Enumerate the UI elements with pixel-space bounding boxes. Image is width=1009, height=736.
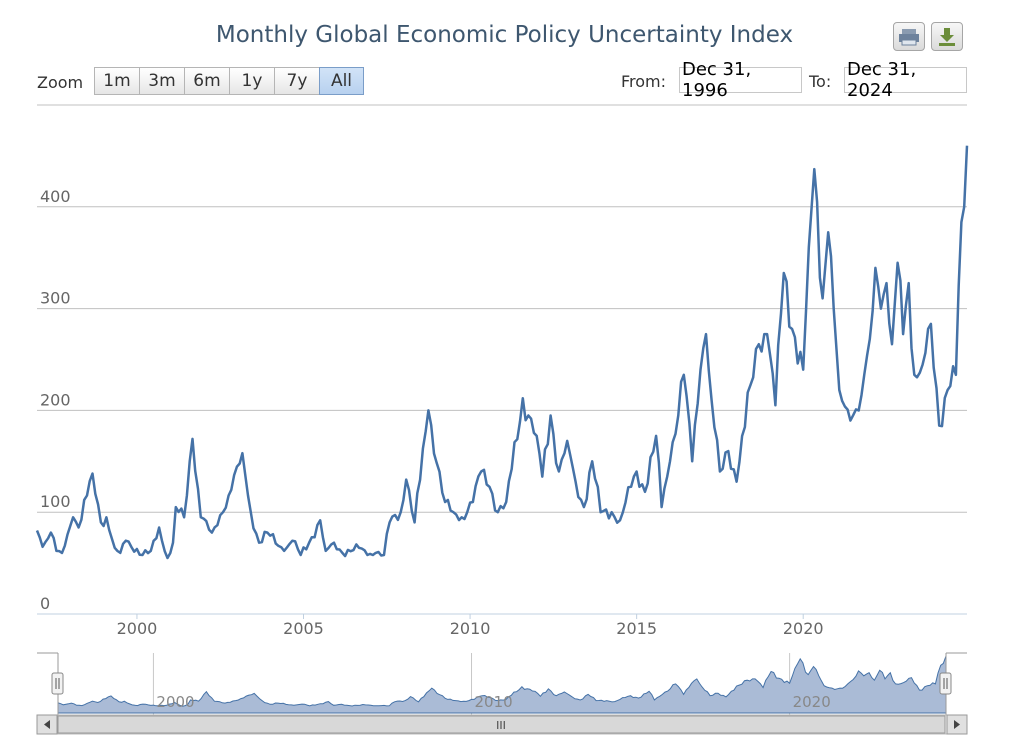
chart-title: Monthly Global Economic Policy Uncertain… xyxy=(215,22,794,48)
zoom-6m-button[interactable]: 6m xyxy=(184,67,229,95)
zoom-1y-button[interactable]: 1y xyxy=(229,67,274,95)
navigator-year-label-2: 2020 xyxy=(793,693,831,711)
print-button[interactable] xyxy=(893,22,925,51)
zoom-1m-button[interactable]: 1m xyxy=(94,67,139,95)
zoom-7y-button[interactable]: 7y xyxy=(274,67,319,95)
scrollbar-thumb xyxy=(57,715,946,734)
from-label: From: xyxy=(621,72,667,91)
navigator-right-handle[interactable] xyxy=(939,672,952,695)
arrow-left-icon xyxy=(44,720,50,729)
to-label: To: xyxy=(809,72,832,91)
navigator-left-handle[interactable] xyxy=(51,672,64,695)
zoom-3m-button[interactable]: 3m xyxy=(139,67,184,95)
scrollbar-grip: III xyxy=(496,719,506,732)
zoom-label: Zoom xyxy=(37,73,84,92)
navigator-year-label-1: 2010 xyxy=(475,693,513,711)
navigator-year-labels: 2000 2010 2020 xyxy=(156,693,830,711)
scrollbar[interactable]: III xyxy=(36,714,968,735)
zoom-all-button[interactable]: All xyxy=(319,67,364,95)
navigator-year-label-0: 2000 xyxy=(156,693,194,711)
download-icon xyxy=(939,28,955,46)
download-button[interactable] xyxy=(931,22,963,51)
navigator-area xyxy=(57,655,947,714)
zoom-button-group: 1m 3m 6m 1y 7y All xyxy=(94,67,364,95)
arrow-right-icon xyxy=(954,720,960,729)
printer-icon xyxy=(899,29,919,46)
